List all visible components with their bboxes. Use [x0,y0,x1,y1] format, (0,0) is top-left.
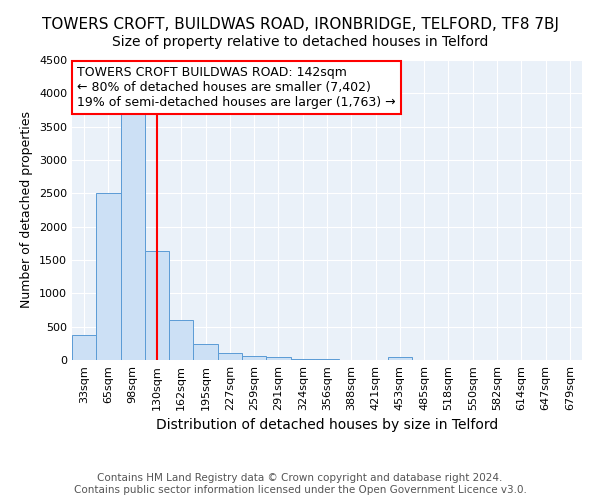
Text: TOWERS CROFT BUILDWAS ROAD: 142sqm
← 80% of detached houses are smaller (7,402)
: TOWERS CROFT BUILDWAS ROAD: 142sqm ← 80%… [77,66,396,109]
Text: Contains HM Land Registry data © Crown copyright and database right 2024.
Contai: Contains HM Land Registry data © Crown c… [74,474,526,495]
Bar [145,252,169,360]
X-axis label: Distribution of detached houses by size in Telford: Distribution of detached houses by size … [156,418,498,432]
Bar [72,336,96,360]
Bar [218,352,242,360]
Y-axis label: Number of detached properties: Number of detached properties [20,112,34,308]
Bar [193,344,218,360]
Bar [96,194,121,360]
Bar [266,358,290,360]
Text: Size of property relative to detached houses in Telford: Size of property relative to detached ho… [112,35,488,49]
Bar [290,358,315,360]
Text: TOWERS CROFT, BUILDWAS ROAD, IRONBRIDGE, TELFORD, TF8 7BJ: TOWERS CROFT, BUILDWAS ROAD, IRONBRIDGE,… [41,18,559,32]
Bar [315,358,339,360]
Bar [121,114,145,360]
Bar [242,356,266,360]
Bar [169,320,193,360]
Bar [388,356,412,360]
